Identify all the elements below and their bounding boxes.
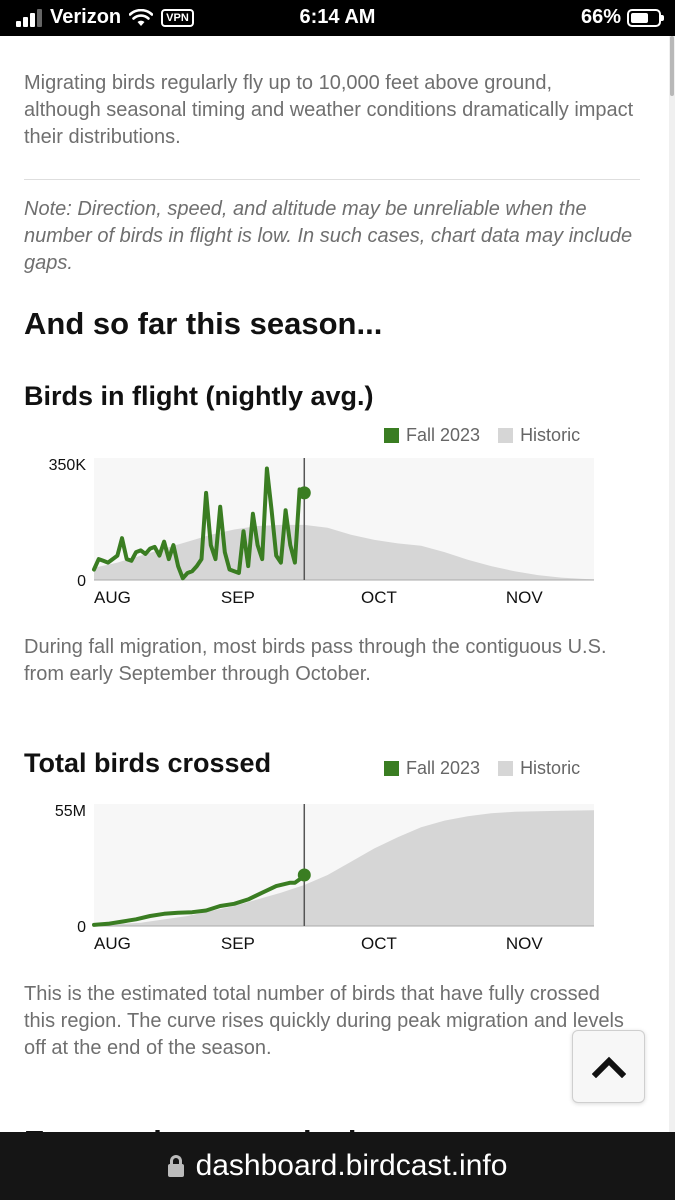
wifi-icon	[129, 8, 154, 26]
current-season-line	[92, 466, 307, 581]
vpn-badge: VPN	[161, 8, 194, 27]
flight-chart-title: Birds in flight (nightly avg.)	[24, 381, 374, 411]
legend-label-historic: Historic	[520, 425, 581, 445]
battery-icon	[627, 8, 664, 27]
flight-description: During fall migration, most birds pass t…	[24, 636, 607, 685]
flight-chart[interactable]: 350K 0 AUG SEP OCT NOV	[24, 450, 624, 610]
season-heading: And so far this season...	[24, 306, 383, 341]
intro-paragraph: Migrating birds regularly fly up to 10,0…	[24, 72, 634, 148]
x-tick-label: NOV	[506, 934, 544, 953]
divider	[24, 179, 640, 180]
x-tick-label: NOV	[506, 588, 544, 607]
legend-label-historic: Historic	[520, 758, 581, 778]
current-value-point[interactable]	[297, 486, 311, 500]
legend-swatch-current	[384, 761, 399, 776]
total-description: This is the estimated total number of bi…	[24, 983, 624, 1059]
back-to-top-button[interactable]	[572, 1030, 645, 1103]
legend-swatch-historic	[498, 761, 514, 776]
y-tick-label: 0	[77, 919, 86, 936]
flight-chart-svg[interactable]: 350K 0 AUG SEP OCT NOV	[24, 450, 624, 610]
current-season-line	[92, 873, 307, 927]
battery-percent: 66%	[580, 6, 621, 28]
legend-label-current: Fall 2023	[406, 425, 481, 445]
web-page[interactable]: Migrating birds regularly fly up to 10,0…	[0, 36, 669, 1132]
carrier-name: Verizon	[50, 6, 122, 28]
status-bar: Verizon VPN 6:14 AM 66%	[0, 0, 675, 36]
legend-swatch-current	[384, 428, 399, 443]
x-tick-label: AUG	[94, 934, 131, 953]
x-tick-label: OCT	[361, 934, 397, 953]
x-tick-label: AUG	[94, 588, 131, 607]
clock: 6:14 AM	[299, 6, 376, 28]
legend-swatch-historic	[498, 428, 514, 443]
data-note: Note: Direction, speed, and altitude may…	[24, 198, 633, 274]
flight-chart-legend: Fall 2023 Historic	[384, 425, 580, 446]
url-text[interactable]: dashboard.birdcast.info	[195, 1149, 508, 1182]
y-tick-label: 0	[77, 573, 86, 590]
next-section-heading: Expected nocturnal migrants	[24, 1124, 451, 1132]
legend-label-current: Fall 2023	[406, 758, 481, 778]
y-tick-label: 350K	[49, 457, 87, 474]
cellular-signal-icon	[16, 8, 42, 27]
total-chart-svg[interactable]: 55M 0 AUG SEP OCT NOV	[24, 796, 624, 956]
lock-icon	[167, 1155, 184, 1177]
page-scrollbar[interactable]	[669, 36, 675, 1132]
y-tick-label: 55M	[55, 803, 86, 820]
x-tick-label: SEP	[221, 588, 255, 607]
historic-area	[94, 810, 594, 926]
browser-address-bar[interactable]: dashboard.birdcast.info	[0, 1132, 675, 1200]
x-tick-label: OCT	[361, 588, 397, 607]
x-tick-label: SEP	[221, 934, 255, 953]
current-value-point[interactable]	[297, 868, 311, 882]
total-chart-title: Total birds crossed	[24, 748, 272, 778]
total-chart-legend: Fall 2023 Historic	[384, 758, 580, 779]
total-chart[interactable]: 55M 0 AUG SEP OCT NOV	[24, 796, 624, 956]
chevron-up-icon	[591, 1056, 626, 1078]
